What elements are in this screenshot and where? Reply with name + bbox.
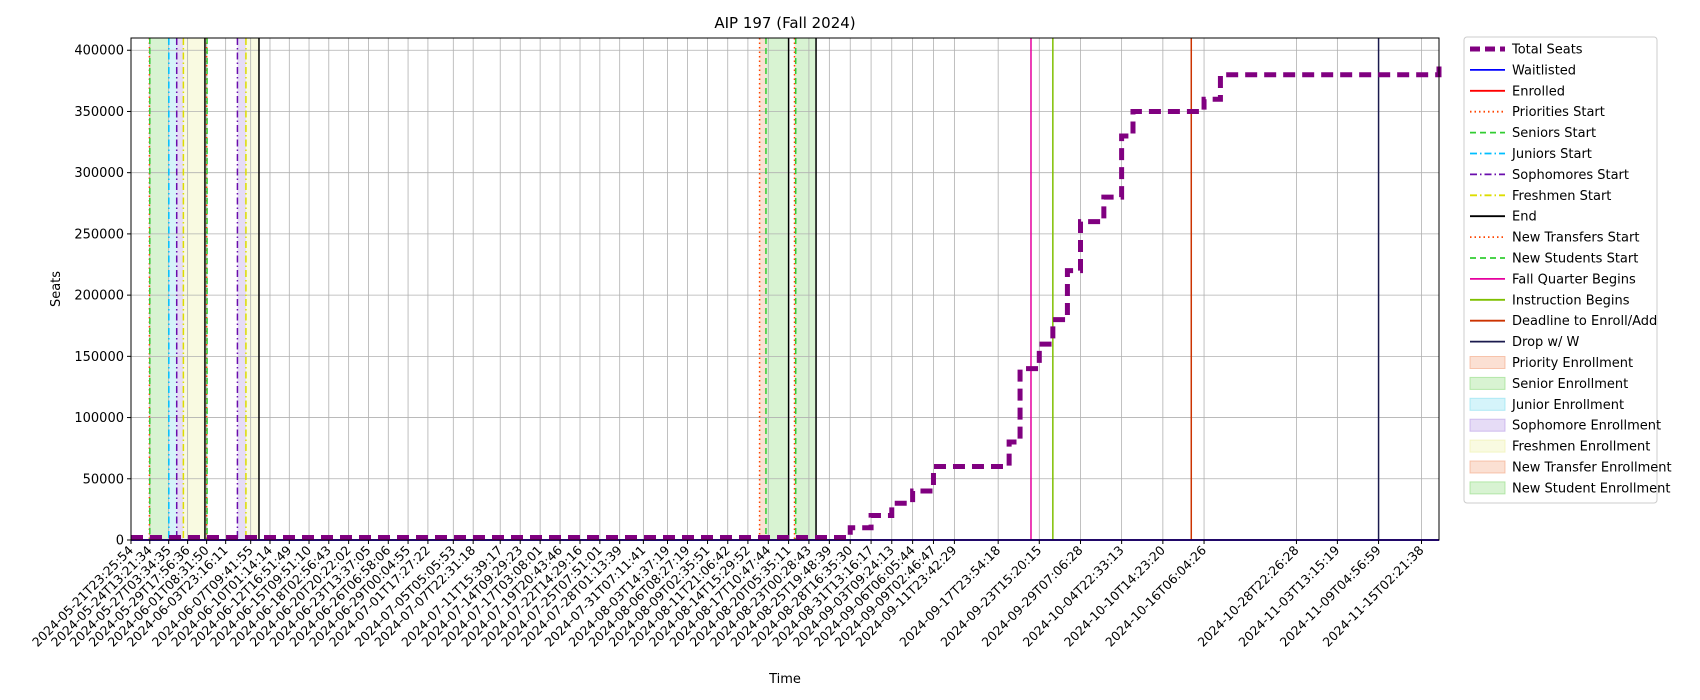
legend-swatch-new-student-enrollment <box>1469 481 1506 495</box>
period-sophomore-enrollment <box>176 38 184 540</box>
x-axis-ticks: 2024-05-21T23:25:542024-05-24T13:21:3420… <box>29 540 1427 650</box>
y-tick-label: 150000 <box>74 350 124 365</box>
legend-swatch-priority-enrollment <box>1469 356 1506 369</box>
period-senior-enrollment <box>149 38 169 540</box>
y-tick-label: 0 <box>116 534 124 549</box>
series-total-seats <box>131 62 1442 541</box>
legend-swatch-freshmen-enrollment <box>1469 439 1506 453</box>
legend-swatch-senior-enrollment <box>1469 376 1506 390</box>
period-junior-enrollment <box>168 38 177 540</box>
legend-label-juniors-start: Juniors Start <box>1511 147 1592 162</box>
event-markers <box>148 38 1380 540</box>
legend-label-drop-w-w: Drop w/ W <box>1512 335 1580 350</box>
plot-frame <box>130 37 1440 541</box>
legend-frame <box>1463 36 1658 504</box>
legend: Total Seats Waitlisted Enrolled Priorities … <box>1463 36 1672 504</box>
period-freshmen-enrollment <box>183 38 205 540</box>
y-tick-label: 100000 <box>74 411 124 426</box>
legend-label-new-transfers-start: New Transfers Start <box>1512 231 1639 246</box>
period-freshmen-enrollment <box>245 38 259 540</box>
y-tick-label: 300000 <box>74 166 124 181</box>
period-sophomore-enrollment <box>237 38 246 540</box>
legend-label-enrolled: Enrolled <box>1512 84 1565 99</box>
y-tick-label: 200000 <box>74 289 124 304</box>
legend-label-instruction-begins: Instruction Begins <box>1512 293 1630 308</box>
legend-label-junior-enrollment: Junior Enrollment <box>1511 398 1624 413</box>
y-tick-label: 350000 <box>74 105 124 120</box>
legend-label-new-student-enrollment: New Student Enrollment <box>1512 481 1670 496</box>
legend-label-senior-enrollment: Senior Enrollment <box>1512 377 1628 392</box>
period-new-student-enrollment <box>795 38 817 540</box>
x-axis-label: Time <box>768 672 801 687</box>
y-tick-label: 400000 <box>74 44 124 59</box>
legend-label-new-transfer-enrollment: New Transfer Enrollment <box>1512 461 1672 476</box>
legend-swatch-junior-enrollment <box>1469 397 1506 411</box>
legend-label-deadline-to-enroll-add: Deadline to Enroll/Add <box>1512 314 1657 329</box>
legend-label-sophomores-start: Sophomores Start <box>1512 168 1629 183</box>
legend-label-waitlisted: Waitlisted <box>1512 63 1576 78</box>
legend-label-total-seats: Total Seats <box>1511 43 1583 58</box>
legend-label-priority-enrollment: Priority Enrollment <box>1512 356 1633 371</box>
y-axis-ticks: 0 50000 100000 150000 200000 250000 300000 3500… <box>74 44 131 549</box>
period-senior-enrollment <box>765 38 789 540</box>
legend-swatch-sophomore-enrollment <box>1469 418 1506 432</box>
chart-title: AIP 197 (Fall 2024) <box>714 14 855 32</box>
legend-label-seniors-start: Seniors Start <box>1512 126 1596 141</box>
legend-label-end: End <box>1512 210 1537 225</box>
enrollment-periods <box>149 38 817 540</box>
legend-label-freshmen-enrollment: Freshmen Enrollment <box>1512 440 1650 455</box>
y-tick-label: 250000 <box>74 227 124 242</box>
legend-label-priorities-start: Priorities Start <box>1512 105 1605 120</box>
period-priority-enrollment <box>759 38 766 540</box>
y-axis-label: Seats <box>49 271 64 307</box>
legend-swatch-new-transfer-enrollment <box>1469 460 1506 474</box>
legend-label-freshmen-start: Freshmen Start <box>1512 189 1611 204</box>
legend-label-sophomore-enrollment: Sophomore Enrollment <box>1512 419 1661 434</box>
y-tick-label: 50000 <box>83 472 124 487</box>
legend-label-fall-quarter-begins: Fall Quarter Begins <box>1512 272 1636 287</box>
legend-label-new-students-start: New Students Start <box>1512 252 1638 267</box>
